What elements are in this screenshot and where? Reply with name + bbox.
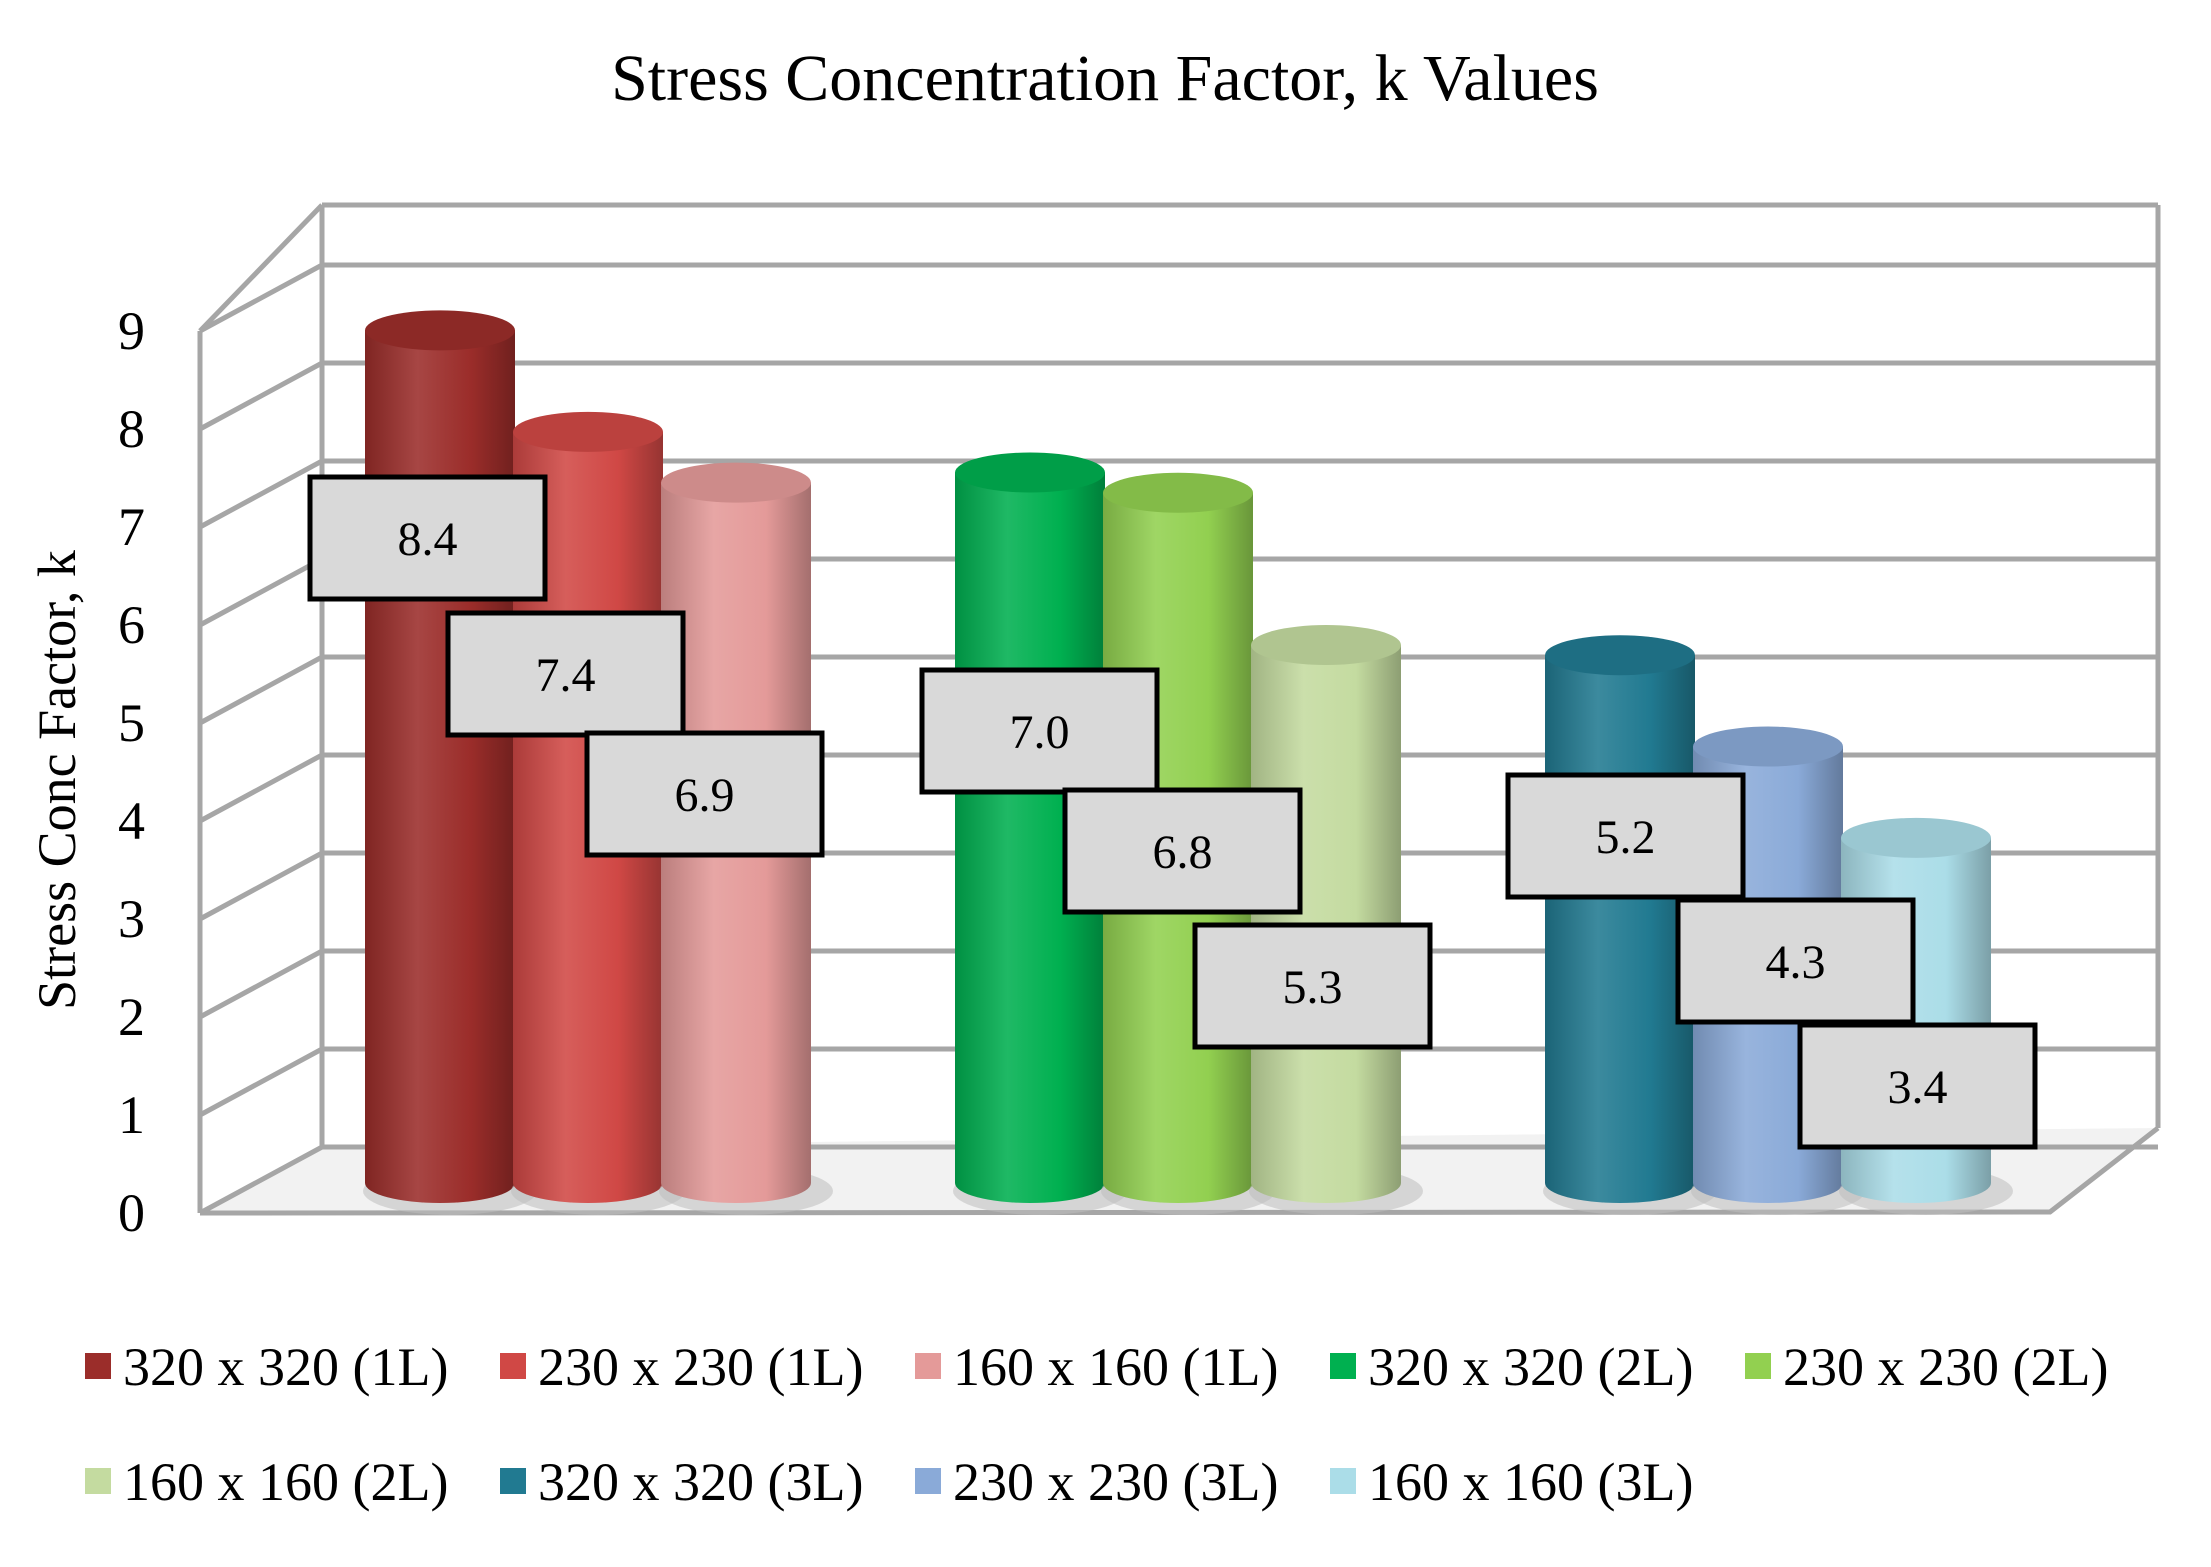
side-wall-edge (198, 203, 324, 333)
data-label-text: 5.2 (1596, 811, 1656, 864)
data-label: 8.4 (307, 474, 548, 602)
data-label-text: 6.8 (1153, 826, 1213, 879)
legend-swatch (85, 1353, 111, 1379)
y-tick-label: 3 (118, 889, 145, 949)
bar-top (513, 411, 663, 452)
legend-label: 320 x 320 (2L) (1368, 1337, 1693, 1397)
data-label-text: 7.0 (1010, 706, 1070, 759)
data-labels: 8.4 7.4 6.9 7.0 6.8 5.3 5.2 4.3 3.4 (307, 474, 2038, 1150)
data-label: 5.2 (1505, 772, 1746, 900)
floor-edge (199, 1126, 2160, 1216)
legend-item: 230 x 230 (2L) (1745, 1337, 2108, 1397)
data-label-text: 4.3 (1766, 936, 1826, 989)
legend-label: 160 x 160 (3L) (1368, 1452, 1693, 1512)
y-axis-ticks: 0 1 2 3 4 5 6 7 8 9 (118, 301, 145, 1243)
data-label-text: 6.9 (675, 769, 735, 822)
data-label: 4.3 (1675, 897, 1916, 1025)
legend-item: 320 x 320 (2L) (1330, 1337, 1693, 1397)
legend-item: 160 x 160 (1L) (915, 1337, 1278, 1397)
legend-label: 230 x 230 (2L) (1783, 1337, 2108, 1397)
bar-body (365, 330, 515, 1203)
y-tick-label: 5 (118, 693, 145, 753)
legend-swatch (500, 1353, 526, 1379)
data-label-box (1062, 787, 1303, 915)
data-label-box (1192, 922, 1433, 1050)
legend-item: 160 x 160 (3L) (1330, 1452, 1693, 1512)
bar-top (661, 462, 811, 503)
data-label-text: 8.4 (398, 513, 458, 566)
legend-swatch (1330, 1353, 1356, 1379)
y-tick-label: 1 (118, 1085, 145, 1145)
y-tick-label: 2 (118, 987, 145, 1047)
legend-label: 230 x 230 (3L) (953, 1452, 1278, 1512)
bar-top (365, 310, 515, 351)
bar-body (955, 472, 1105, 1203)
bar-top (1251, 625, 1401, 666)
y-axis-label: Stress Conc Factor, k (27, 550, 87, 1010)
legend: 320 x 320 (1L) 230 x 230 (1L) 160 x 160 (1… (85, 1337, 2108, 1512)
data-label: 6.8 (1062, 787, 1303, 915)
legend-label: 230 x 230 (1L) (538, 1337, 863, 1397)
bar-top (1103, 472, 1253, 513)
y-tick-label: 0 (118, 1183, 145, 1243)
legend-swatch (915, 1353, 941, 1379)
bar-top (1841, 817, 1991, 858)
legend-swatch (500, 1468, 526, 1494)
legend-item: 230 x 230 (1L) (500, 1337, 863, 1397)
y-tick-label: 9 (118, 301, 145, 361)
data-label: 7.0 (919, 667, 1160, 795)
y-tick-label: 6 (118, 595, 145, 655)
data-label: 5.3 (1192, 922, 1433, 1050)
y-tick-label: 4 (118, 791, 145, 851)
y-tick-label: 7 (118, 497, 145, 557)
legend-item: 230 x 230 (3L) (915, 1452, 1278, 1512)
data-label-box (1675, 897, 1916, 1025)
legend-swatch (1745, 1353, 1771, 1379)
data-label-box (445, 610, 686, 738)
data-label-box (1505, 772, 1746, 900)
data-label: 7.4 (445, 610, 686, 738)
legend-item: 160 x 160 (2L) (85, 1452, 448, 1512)
data-label: 6.9 (584, 730, 825, 858)
legend-swatch (85, 1468, 111, 1494)
data-label-box (584, 730, 825, 858)
legend-label: 320 x 320 (1L) (123, 1337, 448, 1397)
legend-label: 160 x 160 (1L) (953, 1337, 1278, 1397)
legend-label: 320 x 320 (3L) (538, 1452, 863, 1512)
bar-top (1545, 635, 1695, 676)
data-label-box (307, 474, 548, 602)
data-label-box (919, 667, 1160, 795)
legend-swatch (1330, 1468, 1356, 1494)
data-label: 3.4 (1797, 1022, 2038, 1150)
legend-item: 320 x 320 (3L) (500, 1452, 863, 1512)
bar-body (1545, 655, 1695, 1203)
data-label-text: 7.4 (536, 649, 596, 702)
bar (953, 452, 1127, 1215)
data-label-text: 3.4 (1888, 1061, 1948, 1114)
bar (363, 310, 537, 1215)
y-tick-label: 8 (118, 399, 145, 459)
bar-top (955, 452, 1105, 493)
data-label-box (1797, 1022, 2038, 1150)
bar-top (1693, 726, 1843, 767)
chart-title: Stress Concentration Factor, k Values (611, 42, 1599, 115)
legend-swatch (915, 1468, 941, 1494)
legend-label: 160 x 160 (2L) (123, 1452, 448, 1512)
bar (1249, 625, 1423, 1215)
data-label-text: 5.3 (1283, 961, 1343, 1014)
legend-item: 320 x 320 (1L) (85, 1337, 448, 1397)
